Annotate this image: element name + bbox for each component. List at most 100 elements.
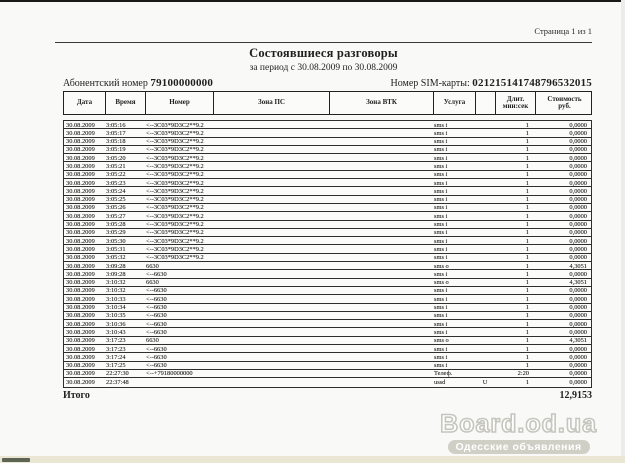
cell-time: 3:10:35 [106, 312, 126, 320]
cell-zone-vtk [329, 245, 433, 253]
cell-service: sms i [434, 320, 448, 328]
cell-service: sms i [434, 179, 448, 187]
cell-flag [475, 171, 495, 179]
cell-service: sms i [434, 129, 448, 137]
cell-time: 3:05:27 [106, 212, 126, 220]
cell-time: 3:17:23 [106, 345, 126, 353]
cell-service: sms i [434, 237, 448, 245]
cell-zone-vtk [329, 262, 433, 270]
sim-line: Номер SIM-карты: 021215141748796532015 [391, 77, 593, 89]
cell-time: 3:05:25 [106, 196, 126, 204]
cell-time: 3:05:24 [106, 187, 126, 195]
cell-zone-vtk [329, 378, 433, 386]
cell-time: 3:05:18 [106, 138, 126, 146]
cell-duration: 1 [525, 129, 529, 137]
header-service: Услуга [434, 92, 476, 114]
cell-time: 3:10:43 [106, 328, 126, 336]
cell-duration: 1 [525, 320, 529, 328]
cell-time: 3:10:33 [106, 295, 126, 303]
cell-flag [475, 121, 495, 129]
cell-zone-vtk [329, 212, 433, 220]
cell-duration: 1 [525, 221, 529, 229]
table-row: 30.08.2009 3:05:28 <--3C03*9D3C2**9.2 sms i… [64, 221, 591, 229]
cell-duration: 1 [525, 262, 529, 270]
cell-zone-vtk [329, 362, 433, 370]
cell-number: <--3C03*9D3C2**9.2 [146, 254, 204, 262]
cell-zone-vtk [329, 196, 433, 204]
cell-flag [475, 287, 495, 295]
table-row: 30.08.2009 3:05:23 <--3C03*9D3C2**9.2 sms i… [64, 179, 591, 188]
cell-zone-vtk [329, 138, 433, 146]
cell-cost: 0,0000 [569, 254, 587, 262]
cell-zone-vtk [329, 254, 433, 262]
cell-zone-vtk [329, 328, 433, 336]
cell-time: 3:09:28 [106, 262, 126, 270]
cell-service: sms i [434, 328, 448, 336]
cell-flag [475, 221, 495, 229]
cell-number: <--3C03*9D3C2**9.2 [146, 245, 204, 253]
cell-duration: 1 [525, 179, 529, 187]
cell-duration: 1 [525, 121, 529, 129]
cell-duration: 1 [525, 304, 529, 312]
table-row: 30.08.2009 3:10:34 <--6630 sms i 1 0,0000 [64, 304, 591, 312]
cell-flag [475, 237, 495, 245]
cell-cost: 0,0000 [569, 129, 587, 137]
cell-zone-ps [213, 245, 329, 253]
cell-time: 3:05:23 [106, 179, 126, 187]
cell-zone-vtk [329, 187, 433, 195]
cell-duration: 1 [525, 279, 529, 287]
header-number: Номер [146, 92, 214, 114]
cell-date: 30.08.2009 [66, 179, 95, 187]
cell-service: sms i [434, 229, 448, 237]
cell-flag [475, 254, 495, 262]
watermark: Board.od.ua Одесские объявления [439, 411, 597, 455]
cell-zone-vtk [329, 129, 433, 137]
cell-zone-vtk [329, 179, 433, 187]
cell-date: 30.08.2009 [66, 270, 95, 278]
cell-zone-ps [213, 345, 329, 353]
cell-date: 30.08.2009 [66, 378, 95, 386]
cell-number: <--6630 [146, 345, 167, 353]
account-line: Абонентский номер 79100000000 Номер SIM-… [63, 77, 592, 89]
cell-number: <--6630 [146, 362, 167, 370]
cell-flag [475, 179, 495, 187]
cell-zone-vtk [329, 204, 433, 212]
cell-zone-ps [213, 121, 329, 129]
cell-service: sms i [434, 362, 448, 370]
call-table-body: 30.08.2009 3:05:16 <--3C03*9D3C2**9.2 sms i… [63, 120, 592, 388]
cell-date: 30.08.2009 [66, 212, 95, 220]
cell-zone-vtk [329, 353, 433, 361]
cell-flag [475, 245, 495, 253]
cell-flag [475, 312, 495, 320]
table-row: 30.08.2009 3:09:28 <--6630 sms i 1 0,0000 [64, 270, 591, 279]
cell-number: <--3C03*9D3C2**9.2 [146, 179, 204, 187]
subscriber-line: Абонентский номер 79100000000 [63, 77, 213, 89]
cell-duration: 1 [525, 229, 529, 237]
cell-number: 6630 [146, 279, 159, 287]
cell-number: <--3C03*9D3C2**9.2 [146, 162, 204, 170]
scan-right-edge [621, 0, 625, 463]
cell-duration: 1 [525, 353, 529, 361]
cell-service: sms i [434, 345, 448, 353]
cell-duration: 1 [525, 270, 529, 278]
table-row: 30.08.2009 3:05:31 <--3C03*9D3C2**9.2 sms i… [64, 245, 591, 254]
cell-flag: U [482, 378, 488, 386]
cell-time: 3:05:17 [106, 129, 126, 137]
cell-time: 3:05:31 [106, 245, 126, 253]
cell-date: 30.08.2009 [66, 345, 95, 353]
cell-service: sms o [434, 262, 449, 270]
call-table-header: Дата Время Номер Зона ПС Зона ВТК Услуга… [63, 91, 592, 115]
cell-duration: 1 [525, 287, 529, 295]
cell-zone-ps [213, 171, 329, 179]
cell-number: <--3C03*9D3C2**9.2 [146, 237, 204, 245]
cell-zone-vtk [329, 221, 433, 229]
table-row: 30.08.2009 3:05:22 <--3C03*9D3C2**9.2 sms i… [64, 171, 591, 180]
cell-zone-vtk [329, 304, 433, 312]
cell-number: <--6630 [146, 287, 167, 295]
cell-service: sms i [434, 245, 448, 253]
cell-service: sms i [434, 212, 448, 220]
header-zone-vtk: Зона ВТК [330, 92, 434, 114]
cell-duration: 1 [525, 138, 529, 146]
cell-date: 30.08.2009 [66, 287, 95, 295]
cell-duration: 1 [525, 154, 529, 162]
